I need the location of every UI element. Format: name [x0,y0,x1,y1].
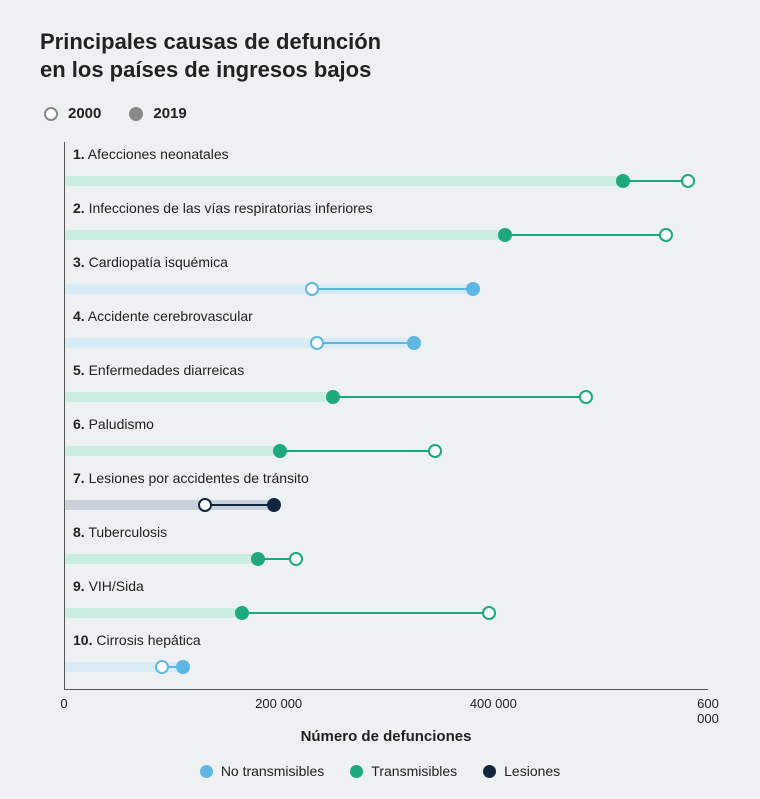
track-fill [65,554,258,564]
connector-line [242,612,489,614]
marker-2019 [616,174,630,188]
title-line-1: Principales causas de defunción [40,29,381,54]
track-fill [65,230,505,240]
chart-area: 1. Afecciones neonatales 2. Infecciones d… [64,142,708,745]
row-label: 5. Enfermedades diarreicas [73,362,244,378]
category-legend-label: No transmisibles [221,763,324,779]
marker-2000 [198,498,212,512]
connector-line [205,504,275,506]
connector-line [623,180,687,182]
marker-2019 [326,390,340,404]
marker-2019 [251,552,265,566]
category-dot-icon [483,765,496,778]
marker-2019 [407,336,421,350]
marker-2019 [498,228,512,242]
row-label: 9. VIH/Sida [73,578,144,594]
marker-2000 [155,660,169,674]
row-label: 1. Afecciones neonatales [73,146,229,162]
chart-row: 2. Infecciones de las vías respiratorias… [65,196,708,250]
category-legend: No transmisibles Transmisibles Lesiones [40,763,720,779]
connector-line [333,396,585,398]
row-label: 10. Cirrosis hepática [73,632,201,648]
year-legend-label: 2000 [68,105,101,122]
chart-row: 1. Afecciones neonatales [65,142,708,196]
marker-2000 [310,336,324,350]
row-label: 4. Accidente cerebrovascular [73,308,253,324]
row-label: 8. Tuberculosis [73,524,167,540]
track-fill [65,392,333,402]
x-tick-label: 600 000 [697,696,719,726]
connector-line [280,450,436,452]
connector-line [312,288,473,290]
marker-2019 [267,498,281,512]
chart-container: Principales causas de defunción en los p… [0,0,760,799]
category-legend-label: Transmisibles [371,763,457,779]
chart-row: 6. Paludismo [65,412,708,466]
x-tick-label: 400 000 [470,696,517,711]
x-tick-label: 0 [60,696,67,711]
filled-circle-icon [129,107,143,121]
category-legend-item: No transmisibles [200,763,324,779]
marker-2000 [289,552,303,566]
year-legend: 2000 2019 [44,105,720,122]
row-label: 3. Cardiopatía isquémica [73,254,228,270]
connector-line [317,342,414,344]
chart-title: Principales causas de defunción en los p… [40,28,720,83]
plot-area: 1. Afecciones neonatales 2. Infecciones d… [64,142,708,690]
year-legend-item: 2019 [129,105,186,122]
marker-2019 [235,606,249,620]
category-legend-item: Transmisibles [350,763,457,779]
chart-row: 8. Tuberculosis [65,520,708,574]
connector-line [505,234,666,236]
row-label: 2. Infecciones de las vías respiratorias… [73,200,373,216]
chart-row: 7. Lesiones por accidentes de tránsito [65,466,708,520]
x-axis-ticks: 0200 000400 000600 000 [64,696,708,718]
row-label: 6. Paludismo [73,416,154,432]
x-tick-label: 200 000 [255,696,302,711]
year-legend-item: 2000 [44,105,101,122]
track-fill [65,608,242,618]
category-legend-label: Lesiones [504,763,560,779]
marker-2000 [659,228,673,242]
chart-row: 4. Accidente cerebrovascular [65,304,708,358]
marker-2000 [681,174,695,188]
x-axis-label: Número de defunciones [64,728,708,745]
category-dot-icon [350,765,363,778]
marker-2000 [579,390,593,404]
marker-2000 [482,606,496,620]
category-legend-item: Lesiones [483,763,560,779]
track-fill [65,176,623,186]
marker-2019 [466,282,480,296]
chart-row: 9. VIH/Sida [65,574,708,628]
open-circle-icon [44,107,58,121]
year-legend-label: 2019 [153,105,186,122]
marker-2000 [305,282,319,296]
chart-row: 10. Cirrosis hepática [65,628,708,682]
chart-row: 3. Cardiopatía isquémica [65,250,708,304]
chart-row: 5. Enfermedades diarreicas [65,358,708,412]
marker-2019 [176,660,190,674]
row-label: 7. Lesiones por accidentes de tránsito [73,470,309,486]
marker-2000 [428,444,442,458]
title-line-2: en los países de ingresos bajos [40,57,371,82]
category-dot-icon [200,765,213,778]
track-fill [65,446,280,456]
marker-2019 [273,444,287,458]
